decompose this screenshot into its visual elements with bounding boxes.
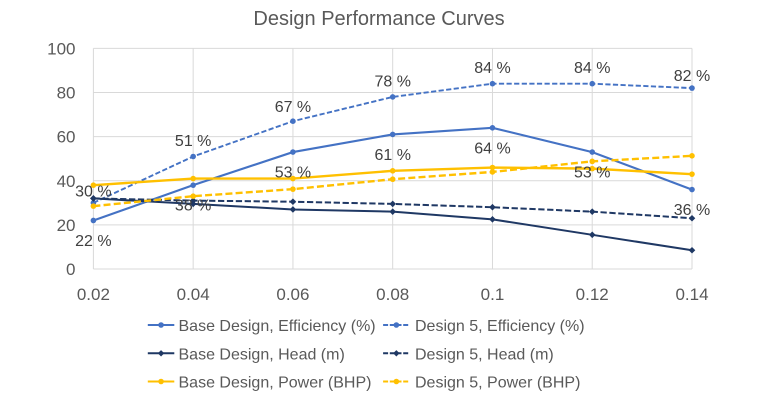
svg-text:100: 100 [47, 39, 75, 58]
svg-text:Base Design, Efficiency (%): Base Design, Efficiency (%) [179, 318, 376, 335]
svg-text:0.1: 0.1 [481, 285, 505, 304]
svg-text:36 %: 36 % [674, 202, 710, 219]
svg-text:53 %: 53 % [275, 165, 311, 182]
svg-text:Design Performance Curves: Design Performance Curves [253, 8, 504, 30]
svg-text:Design 5, Head (m): Design 5, Head (m) [415, 346, 554, 363]
svg-text:22 %: 22 % [75, 233, 111, 250]
svg-text:Design 5, Power (BHP): Design 5, Power (BHP) [415, 375, 580, 392]
svg-text:0.06: 0.06 [276, 285, 309, 304]
svg-text:51 %: 51 % [175, 133, 211, 150]
svg-text:Base Design, Power (BHP): Base Design, Power (BHP) [179, 375, 372, 392]
svg-text:60: 60 [57, 128, 76, 147]
svg-text:Base Design, Head (m): Base Design, Head (m) [179, 346, 345, 363]
svg-text:64 %: 64 % [474, 140, 510, 157]
svg-text:0.04: 0.04 [177, 285, 210, 304]
svg-text:0.14: 0.14 [675, 285, 708, 304]
svg-text:80: 80 [57, 84, 76, 103]
svg-text:61 %: 61 % [374, 147, 410, 164]
svg-text:0.02: 0.02 [77, 285, 110, 304]
svg-text:0.08: 0.08 [376, 285, 409, 304]
svg-text:78 %: 78 % [374, 73, 410, 90]
svg-text:67 %: 67 % [275, 99, 311, 116]
svg-text:30 %: 30 % [75, 183, 111, 200]
svg-text:0: 0 [66, 260, 75, 279]
svg-text:84 %: 84 % [474, 60, 510, 77]
svg-text:38 %: 38 % [175, 198, 211, 215]
svg-text:53 %: 53 % [574, 165, 610, 182]
svg-text:40: 40 [57, 172, 76, 191]
svg-text:20: 20 [57, 216, 76, 235]
svg-text:82 %: 82 % [674, 68, 710, 85]
svg-text:84 %: 84 % [574, 60, 610, 77]
svg-text:0.12: 0.12 [576, 285, 609, 304]
svg-text:Design 5, Efficiency (%): Design 5, Efficiency (%) [415, 318, 585, 335]
